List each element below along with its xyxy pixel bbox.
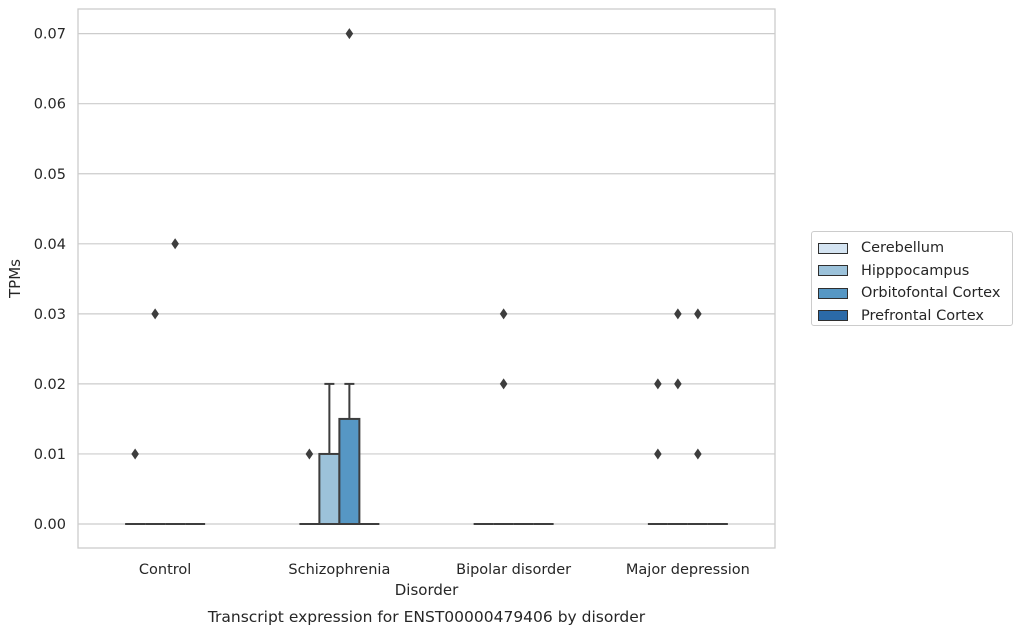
outlier-point: [345, 28, 354, 40]
outlier-point: [499, 378, 508, 390]
x-tick-label: Bipolar disorder: [456, 562, 571, 578]
box-0-0: [125, 448, 146, 525]
y-tick-label: 0.03: [34, 307, 66, 323]
y-axis-label: TPMs: [6, 259, 24, 299]
legend-item: Hipppocampus: [818, 260, 1012, 283]
outlier-point: [131, 448, 139, 460]
y-tick-label: 0.02: [34, 377, 66, 393]
box-body: [338, 417, 361, 525]
box-1-1: [318, 382, 341, 526]
outlier-point: [694, 308, 702, 320]
box-2-3: [687, 308, 708, 525]
legend-item: Prefrontal Cortex: [818, 305, 1012, 328]
chart-caption: Transcript expression for ENST0000047940…: [207, 608, 646, 626]
legend-label: Orbitofontal Cortex: [861, 285, 1001, 302]
legend: Cerebellum Hipppocampus Orbitofontal Corte…: [811, 231, 1013, 326]
x-tick-label: Control: [139, 562, 191, 578]
y-tick-label: 0.05: [34, 167, 66, 183]
legend-swatch: [818, 242, 848, 254]
y-tick-label: 0.01: [34, 447, 66, 463]
box-0-3: [647, 378, 668, 525]
x-axis-label: Disorder: [395, 581, 459, 599]
plot-frame: [77, 8, 776, 549]
legend-label: Cerebellum: [861, 240, 945, 257]
outlier-point: [674, 308, 682, 320]
x-tick-label: Major depression: [626, 562, 750, 578]
outlier-point: [151, 308, 159, 320]
x-tick-labels: Control Schizophrenia Bipolar disorder Majo…: [139, 562, 750, 578]
legend-swatch: [818, 287, 848, 299]
legend-item: Cerebellum: [818, 237, 1012, 260]
outlier-point: [694, 448, 702, 460]
box-2-1: [338, 28, 361, 525]
legend-swatch: [818, 265, 848, 277]
y-tick-label: 0.07: [34, 27, 66, 43]
y-tick-label: 0.04: [34, 237, 66, 253]
box-body: [318, 452, 341, 526]
outlier-point: [171, 238, 179, 250]
y-tick-label: 0.00: [34, 517, 66, 533]
x-tick-label: Schizophrenia: [288, 562, 390, 578]
box-0-1: [299, 448, 320, 525]
legend-label: Prefrontal Cortex: [861, 307, 984, 324]
outlier-point: [674, 378, 682, 390]
legend-label: Hipppocampus: [861, 262, 970, 279]
grid-lines: [78, 33, 775, 525]
legend-swatch: [818, 310, 848, 322]
box-1-2: [493, 308, 514, 525]
box-1-3: [667, 308, 688, 525]
legend-item: Orbitofontal Cortex: [818, 282, 1012, 305]
outlier-point: [654, 448, 662, 460]
boxes: [125, 28, 728, 526]
box-1-0: [145, 308, 166, 525]
outlier-point: [305, 448, 314, 460]
box-2-0: [165, 238, 186, 525]
y-tick-label: 0.06: [34, 97, 66, 113]
outlier-point: [654, 378, 662, 390]
outlier-point: [499, 308, 508, 320]
y-tick-labels: 0.00 0.01 0.02 0.03 0.04 0.05 0.06 0.07: [34, 27, 66, 533]
